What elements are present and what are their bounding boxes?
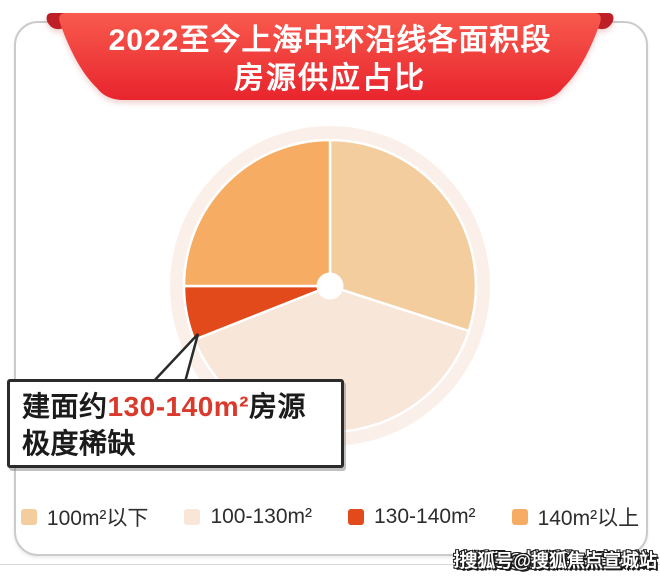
legend: 100m²以下 100-130m² 130-140m² 140m²以上 (0, 500, 660, 534)
watermark: 搜狐号@搜狐焦点宣城站 搜狐号@搜狐焦点宣城站 (453, 547, 657, 573)
legend-label-130-140: 130-140m² (374, 505, 476, 528)
annotation-highlight: 130-140m² (107, 391, 249, 422)
annotation-callout: 建面约130-140m²房源 极度稀缺 (7, 379, 344, 468)
legend-swatch-100-130 (184, 509, 201, 525)
pie-slice-0 (328, 138, 478, 333)
legend-label-under-100: 100m²以下 (46, 507, 149, 530)
legend-swatch-130-140 (348, 509, 364, 525)
chart-title-line1: 2022至今上海中环沿线各面积段 (108, 24, 552, 57)
watermark-text: 搜狐号@搜狐焦点宣城站 (459, 551, 657, 571)
legend-item-under-100: 100m²以下 (20, 502, 149, 532)
legend-item-100-130: 100-130m² (184, 505, 312, 529)
annotation-prefix: 建面约 (22, 391, 108, 422)
callout-pointer (145, 326, 209, 386)
ribbon-shape-graphic (46, 13, 614, 100)
legend-swatch-under-100 (20, 509, 37, 525)
annotation-line2: 极度稀缺 (22, 428, 137, 459)
pie-donut-hole (316, 272, 344, 300)
title-ribbon: 2022至今上海中环沿线各面积段 房源供应占比 (0, 0, 660, 118)
legend-swatch-over-140 (511, 509, 528, 525)
chart-title: 2022至今上海中环沿线各面积段 房源供应占比 (0, 0, 660, 94)
ribbon-body (59, 13, 601, 100)
legend-item-over-140: 140m²以上 (511, 502, 640, 532)
annotation-line1: 建面约130-140m²房源 (22, 388, 341, 425)
legend-label-100-130: 100-130m² (210, 505, 312, 528)
watermark-echo: 搜狐号@搜狐焦点宣城站 (453, 550, 651, 570)
page-divider-line (0, 564, 660, 565)
legend-item-130-140: 130-140m² (348, 505, 476, 529)
pie-slice-3 (182, 138, 332, 288)
legend-label-over-140: 140m²以上 (537, 507, 640, 530)
annotation-suffix: 房源 (249, 391, 307, 422)
chart-title-line2: 房源供应占比 (234, 62, 426, 95)
